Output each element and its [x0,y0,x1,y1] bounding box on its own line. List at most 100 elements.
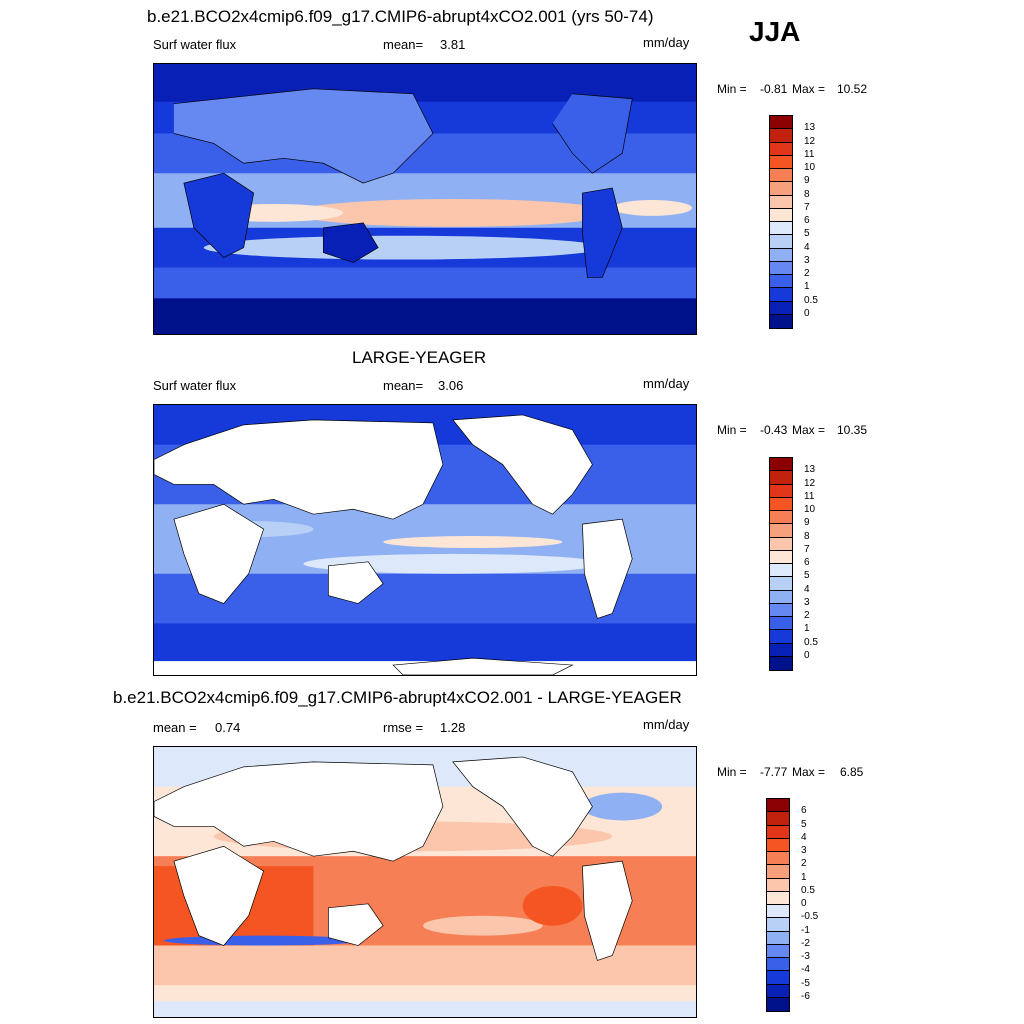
panel2-colorbar [769,457,793,671]
colorbar-box [767,891,789,905]
colorbar-box [770,590,792,604]
season-label: JJA [749,16,801,47]
panel2-map-svg [154,405,696,675]
colorbar-box [770,235,792,249]
panel3-rmse-value: 1.28 [440,720,466,735]
panel2-min-label: Min = [717,423,747,437]
colorbar-box [767,905,789,919]
colorbar-label: 8 [804,530,810,542]
panel1-max-label: Max = [792,82,826,96]
colorbar-label: -5 [801,977,810,989]
colorbar-label: 8 [804,188,810,200]
colorbar-box [770,643,792,657]
colorbar-box [770,314,792,328]
panel2-mean-label: mean= [383,378,424,393]
colorbar-label: -1 [801,924,810,936]
colorbar-label: 6 [801,805,807,817]
panel3-map-svg [154,747,696,1017]
colorbar-box [770,155,792,169]
colorbar-label: 0 [801,898,807,909]
colorbar-label: 0.5 [804,636,818,648]
colorbar-label: -3 [801,951,810,962]
panel1-units: mm/day [643,35,690,50]
colorbar-label: 5 [801,818,807,830]
colorbar-box [770,471,792,485]
colorbar-box [770,261,792,275]
colorbar-box [767,918,789,932]
colorbar-box [770,537,792,551]
colorbar-box [770,577,792,591]
panel2-map [153,404,697,676]
colorbar-box [767,958,789,972]
panel1-mean-value: 3.81 [440,37,466,52]
colorbar-label: 2 [801,858,807,870]
panel3-title: b.e21.BCO2x4cmip6.f09_g17.CMIP6-abrupt4x… [113,688,682,707]
panel2-mean-value: 3.06 [438,378,464,393]
panel1-map-svg [154,64,696,334]
colorbar-box [767,838,789,852]
colorbar-label: 6 [804,215,810,226]
colorbar-label: -0.5 [801,911,819,923]
panel1-colorbar [769,115,793,329]
colorbar-box [767,931,789,945]
colorbar-label: 2 [804,268,810,279]
panel2-max-value: 10.35 [837,423,868,437]
colorbar-box [770,630,792,644]
colorbar-box [770,116,792,130]
colorbar-box [770,550,792,564]
panel3-mean-value: 0.74 [215,720,241,735]
colorbar-box [770,564,792,578]
panel3-min-label: Min = [717,765,747,779]
panel1-min-value: -0.81 [760,82,788,96]
colorbar-label: 13 [804,122,816,134]
colorbar-box [770,195,792,209]
colorbar-box [767,812,789,826]
colorbar-label: 11 [804,148,815,160]
colorbar-label: 0.5 [804,294,818,306]
colorbar-box [767,997,789,1011]
colorbar-label: 11 [804,490,815,502]
colorbar-box [770,656,792,670]
colorbar-label: 10 [804,504,816,515]
panel1-max-value: 10.52 [837,82,868,96]
colorbar-box [767,825,789,839]
colorbar-label: 5 [804,228,810,240]
colorbar-label: 0 [804,307,810,319]
colorbar-box [770,288,792,302]
colorbar-box [767,944,789,958]
panel3-map [153,746,697,1018]
colorbar-label: 12 [804,477,816,489]
panel3-colorbar [766,798,790,1012]
colorbar-label: 3 [804,254,810,266]
colorbar-box [770,142,792,156]
colorbar-box [767,878,789,892]
colorbar-label: 5 [804,570,810,582]
colorbar-box [770,248,792,262]
colorbar-box [770,484,792,498]
panel1-map [153,63,697,335]
colorbar-box [770,458,792,472]
panel2-min-value: -0.43 [760,423,788,437]
colorbar-label: 13 [804,464,816,476]
colorbar-label: 2 [804,610,810,621]
colorbar-box [770,603,792,617]
colorbar-label: -6 [801,990,810,1002]
panel1-title: b.e21.BCO2x4cmip6.f09_g17.CMIP6-abrupt4x… [147,7,654,26]
panel1-mean-label: mean= [383,37,424,52]
colorbar-label: 1 [804,281,810,293]
panel2-max-label: Max = [792,423,826,437]
colorbar-box [770,275,792,289]
colorbar-box [767,984,789,998]
panel1-min-label: Min = [717,82,747,96]
colorbar-label: 6 [804,557,810,568]
panel3-mean-label: mean = [153,720,197,735]
colorbar-box [770,169,792,183]
colorbar-box [770,182,792,196]
colorbar-label: -2 [801,937,810,949]
colorbar-label: 3 [804,596,810,608]
panel2-variable: Surf water flux [153,378,237,393]
colorbar-box [767,852,789,866]
panel2-title: LARGE-YEAGER [352,348,487,367]
colorbar-label: 7 [804,543,810,555]
colorbar-label: 0.5 [801,884,815,896]
